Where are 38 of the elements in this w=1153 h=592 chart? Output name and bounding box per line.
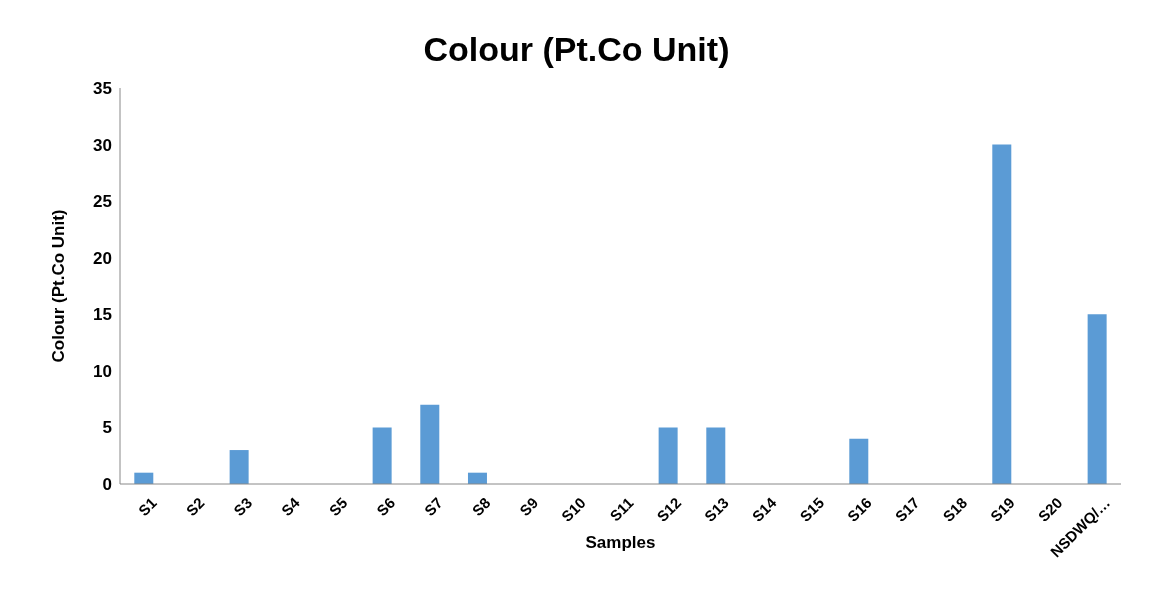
y-tick-label: 5: [102, 418, 112, 438]
x-tick-label: S17: [891, 494, 923, 525]
x-tick-label: S8: [468, 494, 494, 520]
chart-title: Colour (Pt.Co Unit): [422, 30, 731, 69]
bar: [706, 427, 726, 484]
bar: [658, 427, 678, 484]
x-tick-label: S4: [277, 493, 304, 520]
y-tick-label: 20: [93, 248, 112, 268]
x-tick-label: S10: [557, 494, 589, 525]
y-tick-label: 25: [93, 192, 112, 212]
x-tick-label: S12: [653, 494, 685, 525]
x-tick-label: S11: [606, 494, 637, 525]
x-tick-label: S6: [373, 494, 399, 520]
x-tick-label: S15: [796, 494, 828, 525]
bar: [420, 404, 440, 484]
x-tick-label: S14: [748, 493, 780, 525]
bar: [229, 450, 249, 484]
bar: [372, 427, 392, 484]
x-tick-label: S2: [182, 494, 208, 520]
x-axis-title: Samples: [585, 533, 656, 552]
x-tick-label: S18: [939, 494, 971, 525]
y-tick-label: 10: [93, 361, 112, 381]
bar: [849, 438, 869, 484]
x-tick-label: S19: [986, 494, 1018, 525]
bar: [1087, 314, 1107, 484]
x-tick-label: S13: [700, 494, 732, 525]
x-tick-label: S3: [230, 494, 256, 520]
y-tick-label: 35: [93, 79, 112, 99]
y-tick-label: 0: [102, 475, 112, 495]
bar: [992, 144, 1012, 484]
x-tick-label: S1: [134, 494, 160, 520]
x-tick-label: S9: [516, 494, 542, 520]
x-tick-label: S16: [843, 494, 875, 525]
y-tick-label: 30: [93, 135, 112, 155]
y-axis-title: Colour (Pt.Co Unit): [49, 209, 69, 363]
x-tick-label: S5: [325, 494, 351, 520]
y-tick-label: 15: [93, 305, 112, 325]
x-tick-label: S7: [420, 494, 446, 520]
